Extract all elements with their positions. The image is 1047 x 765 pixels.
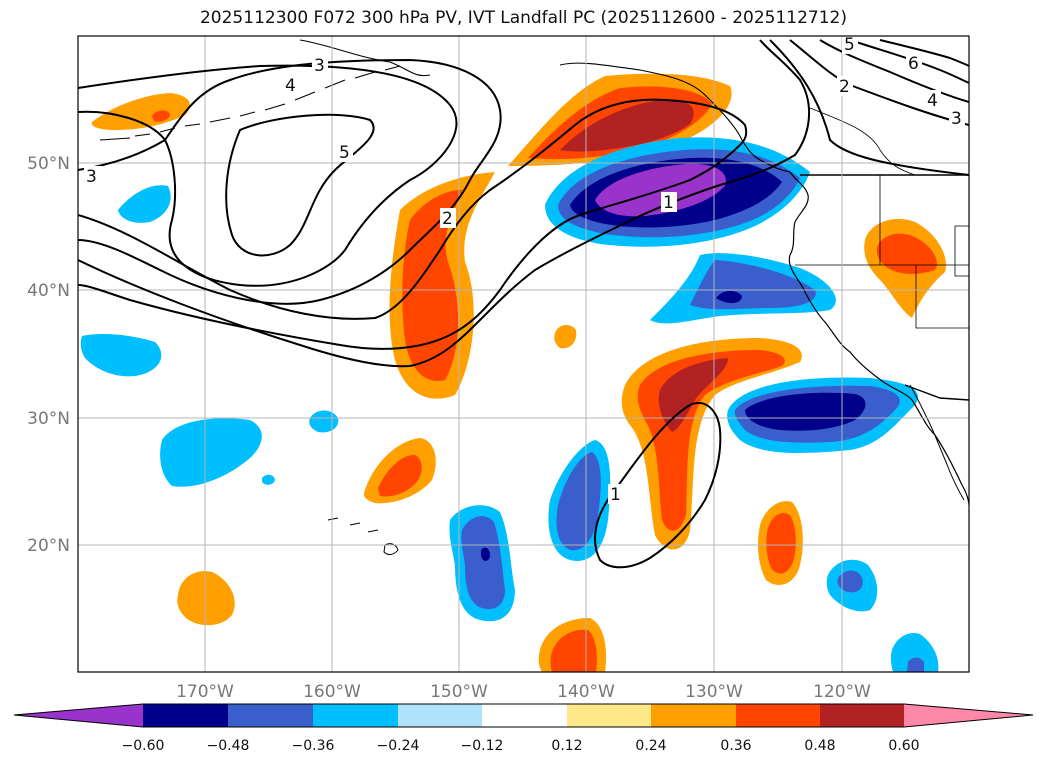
shade-negative-south-2-royal [461,516,505,610]
lon-label-130w: 130°W [685,682,743,702]
colorbar-swatch-9 [820,704,904,727]
shade-negative-se-corner-royal [907,657,924,672]
colorbar-swatch-4 [398,704,482,727]
colorbar-tick-2: −0.36 [292,738,335,754]
shade-negative-small-2 [262,474,275,485]
colorbar: −0.60 −0.48 −0.36 −0.24 −0.12 0.12 0.24 … [13,703,1034,754]
shade-negative-east-south-royal [837,570,863,593]
shade-negative-california-navy [745,392,866,431]
colorbar-tick-9: 0.60 [888,738,919,754]
pv-contour-ne-2 [789,39,969,126]
pv-contour-ne-4 [849,39,969,84]
graticule [78,36,969,672]
contour-label-3-west: 3 [86,167,97,187]
shade-negative-south-2-navy [481,547,490,561]
contour-label-6-ne: 6 [908,54,919,74]
colorbar-outline [13,703,1034,728]
coast-baja [909,384,965,501]
contour-label-5-center: 5 [339,143,350,163]
shade-negative-west-mid [160,418,262,487]
colorbar-tick-8: 0.48 [804,738,835,754]
shade-negative-small-1 [309,410,339,433]
pv-contour-3 [78,58,502,305]
coast-bc-wa [788,171,969,512]
pv-contour-ne-1 [769,39,969,176]
shade-positive-hawaii-north-inner [378,454,422,497]
shade-negative-se-corner [890,632,939,672]
lat-labels: 20°N 30°N 40°N 50°N [27,154,70,556]
colorbar-tick-6: 0.24 [635,738,666,754]
colorbar-extend-low [14,704,143,727]
pv-contour-ne-5 [879,39,969,67]
colorbar-tick-3: −0.24 [377,738,420,754]
contour-label-2-ne: 2 [839,77,850,97]
colorbar-swatch-5 [482,704,567,727]
pv-contour-2 [78,98,748,350]
coast-hawaii [327,517,399,555]
contour-label-2-trough: 2 [442,209,453,229]
shade-negative-nw [118,185,171,223]
border-us-mexico [904,384,969,401]
colorbar-swatch-1 [143,704,228,727]
colorbar-swatch-2 [228,704,313,727]
contour-label-3-ne: 3 [951,109,962,129]
colorbar-tick-0: −0.60 [122,738,165,754]
map-title: 2025112300 F072 300 hPa PV, IVT Landfall… [199,8,847,28]
lat-label-50n: 50°N [27,154,70,174]
shade-positive-nevada-inner [876,233,937,274]
lat-label-30n: 30°N [27,409,70,429]
shade-positive-far-west [177,571,235,626]
coast-aleutian-1 [99,65,401,141]
shade-positive-subtropical-core [658,358,728,432]
border-state-ca-or [795,175,969,329]
contour-label-5-ne: 5 [844,35,855,55]
colorbar-swatch-7 [651,704,736,727]
colorbar-tick-4: −0.12 [461,738,504,754]
pv-contour-ne-3 [819,39,969,103]
shade-positive-gulf-alaska-core [560,99,694,152]
colorbar-ticks: −0.60 −0.48 −0.36 −0.24 −0.12 0.12 0.24 … [122,738,920,754]
shade-negative-south-1-royal [556,452,601,551]
shade-positive-aleutian [91,93,190,130]
shade-positive-east-small-inner [766,513,796,574]
pv-contour-1-trough [78,39,811,368]
pv-contour-labels: 3 3 4 5 2 1 1 5 6 2 4 3 [84,35,965,505]
colorbar-tick-5: 0.12 [551,738,582,754]
lon-label-150w: 150°W [430,682,488,702]
contour-label-1-trough: 1 [663,193,674,213]
shade-positive-mid-small [554,324,577,349]
lat-label-40n: 40°N [27,281,70,301]
lon-label-170w: 170°W [176,682,234,702]
colorbar-tick-7: 0.36 [720,738,751,754]
shade-negative-far-west [80,334,162,377]
map-frame [77,35,970,673]
colorbar-extend-high [904,704,1033,727]
lon-label-160w: 160°W [303,682,361,702]
colorbar-swatch-8 [736,704,820,727]
colorbar-swatch-3 [313,704,398,727]
lat-label-20n: 20°N [27,536,70,556]
shade-negative-ne-pacific-navy-2 [716,290,742,304]
lon-labels: 170°W 160°W 150°W 140°W 130°W 120°W [176,682,871,702]
pv-contour-4 [78,64,458,287]
lon-label-120w: 120°W [813,682,871,702]
shade-positive-central-inner [402,190,462,381]
contour-label-1-south: 1 [610,485,621,505]
pv-contour-5-closed [225,113,375,257]
colorbar-swatch-6 [567,704,651,727]
shade-positive-aleutian-inner [152,110,170,122]
border-canada-internal [809,107,916,176]
lon-label-140w: 140°W [557,682,615,702]
contour-label-3-north: 3 [314,56,325,76]
contour-label-4-north: 4 [285,76,296,96]
map-background [78,36,969,672]
colorbar-tick-1: −0.48 [207,738,250,754]
contour-label-4-ne: 4 [927,91,938,111]
shade-positive-bottom-inner [550,629,597,672]
map-content: 3 3 4 5 2 1 1 5 6 2 4 3 [78,35,969,672]
